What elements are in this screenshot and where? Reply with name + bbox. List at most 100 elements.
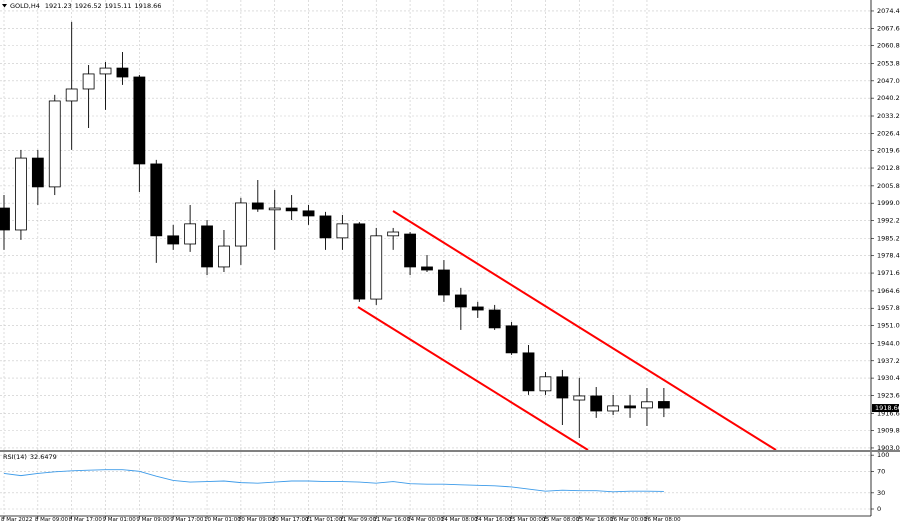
price-marker-label: 1918.66 (875, 404, 900, 412)
y-tick-label: 2047.00 (877, 77, 900, 85)
y-tick-label: 1916.60 (877, 409, 900, 417)
channel-lower (357, 306, 589, 451)
x-tick-label: 9 Mar 09:00 (136, 517, 170, 523)
y-tick-label: 2033.20 (877, 112, 900, 120)
x-tick-label: 14 Mar 16:00 (475, 517, 512, 523)
x-tick-label: 11 Mar 16:00 (373, 517, 410, 523)
candle-layer: 1918.66 (0, 21, 900, 439)
candle-body (404, 233, 416, 268)
menu-icon[interactable] (2, 4, 7, 8)
x-tick-label: 15 Mar 08:00 (542, 517, 579, 523)
candle-body (251, 202, 264, 210)
y-tick-label: 1957.80 (877, 304, 900, 312)
x-tick-label: 9 Mar 17:00 (170, 517, 204, 523)
y-tick-label: 1978.40 (877, 252, 900, 260)
x-tick-label: 11 Mar 01:00 (306, 517, 343, 523)
rsi-tick-label: 30 (877, 489, 885, 497)
x-tick-label: 8 Mar 09:00 (35, 517, 69, 523)
y-tick-label: 2074.40 (877, 7, 900, 15)
y-tick-label: 2012.80 (877, 164, 900, 172)
rsi-current: 32.6479 (30, 453, 57, 461)
x-tick-label: 15 Mar 00:00 (509, 517, 546, 523)
y-tick-label: 2026.40 (877, 129, 900, 137)
candle-body (590, 395, 603, 412)
y-tick-label: 1964.60 (877, 287, 900, 295)
candle-body (353, 223, 366, 300)
y-tick-label: 2053.80 (877, 59, 900, 67)
y-tick-label: 2040.20 (877, 94, 900, 102)
y-tick-label: 2005.80 (877, 182, 900, 190)
candle-body (302, 210, 315, 217)
candle-body (48, 100, 61, 188)
rsi-name: RSI(14) (3, 453, 27, 461)
candle-body (624, 405, 636, 409)
candle-body (539, 376, 552, 392)
rsi-layer (3, 469, 664, 493)
candle-body (319, 215, 332, 239)
x-tick-label: 8 Mar 2022 (1, 517, 32, 523)
x-tick-label: 16 Mar 00:00 (610, 517, 647, 523)
candle-body (167, 235, 180, 245)
x-tick-label: 10 Mar 09:00 (238, 517, 275, 523)
channel-upper (392, 210, 777, 451)
ohlc-close: 1918.66 (135, 2, 162, 10)
candle-body (573, 395, 586, 401)
y-tick-label: 2060.80 (877, 42, 900, 50)
ohlc-high: 1926.52 (75, 2, 102, 10)
price-marker-box (872, 404, 899, 413)
rsi-tick-label: 70 (877, 467, 885, 475)
candle-body (438, 269, 450, 296)
symbol: GOLD,H4 (10, 2, 40, 10)
candle-body (201, 225, 213, 268)
candle-body (370, 235, 383, 300)
rsi-line (3, 469, 664, 493)
candle-body (336, 223, 349, 239)
ohlc-low: 1915.11 (105, 2, 132, 10)
x-tick-label: 16 Mar 08:00 (644, 517, 681, 523)
candle-body (471, 306, 484, 311)
candle-body (150, 163, 163, 237)
x-tick-label: 11 Mar 09:00 (339, 517, 376, 523)
y-tick-label: 2019.60 (877, 147, 900, 155)
x-tick-label: 15 Mar 16:00 (576, 517, 613, 523)
x-tick-label: 10 Mar 17:00 (272, 517, 309, 523)
candle-body (218, 245, 230, 268)
candle-body (387, 231, 400, 237)
candle-body (657, 401, 670, 409)
candle-body (421, 266, 433, 271)
candle-body (116, 67, 129, 78)
y-tick-label: 1937.20 (877, 357, 900, 365)
candle-body (556, 376, 569, 399)
candle-body (0, 207, 10, 231)
y-tick-label: 2067.60 (877, 24, 900, 32)
candle-body (99, 67, 112, 75)
candle-body (268, 207, 281, 211)
x-tick-label: 8 Mar 17:00 (69, 517, 103, 523)
x-tick-label: 10 Mar 01:00 (204, 517, 241, 523)
y-tick-label: 1903.00 (877, 444, 900, 452)
rsi-tick-label: 100 (877, 451, 889, 459)
x-tick-label: 9 Mar 01:00 (103, 517, 137, 523)
candle-body (15, 157, 27, 231)
candle-body (285, 207, 298, 212)
rsi-tick-label: 0 (877, 505, 881, 513)
candle-body (488, 309, 501, 329)
y-tick-label: 1951.00 (877, 322, 900, 330)
candle-body (184, 223, 197, 245)
candle-body (65, 88, 78, 102)
candle-body (31, 157, 44, 188)
candle-body (522, 352, 535, 392)
x-tick-label: 14 Mar 08:00 (441, 517, 478, 523)
chart-header: GOLD,H4 1921.23 1926.52 1915.11 1918.66 (10, 2, 161, 10)
candle-body (133, 76, 146, 165)
candle-body (607, 405, 620, 412)
y-tick-label: 1971.60 (877, 269, 900, 277)
y-tick-label: 1992.20 (877, 217, 900, 225)
rsi-header: RSI(14) 32.6479 (3, 453, 57, 461)
candle-body (454, 294, 467, 308)
y-tick-label: 1944.00 (877, 339, 900, 347)
y-tick-label: 1999.00 (877, 199, 900, 207)
y-tick-label: 1909.80 (877, 427, 900, 435)
